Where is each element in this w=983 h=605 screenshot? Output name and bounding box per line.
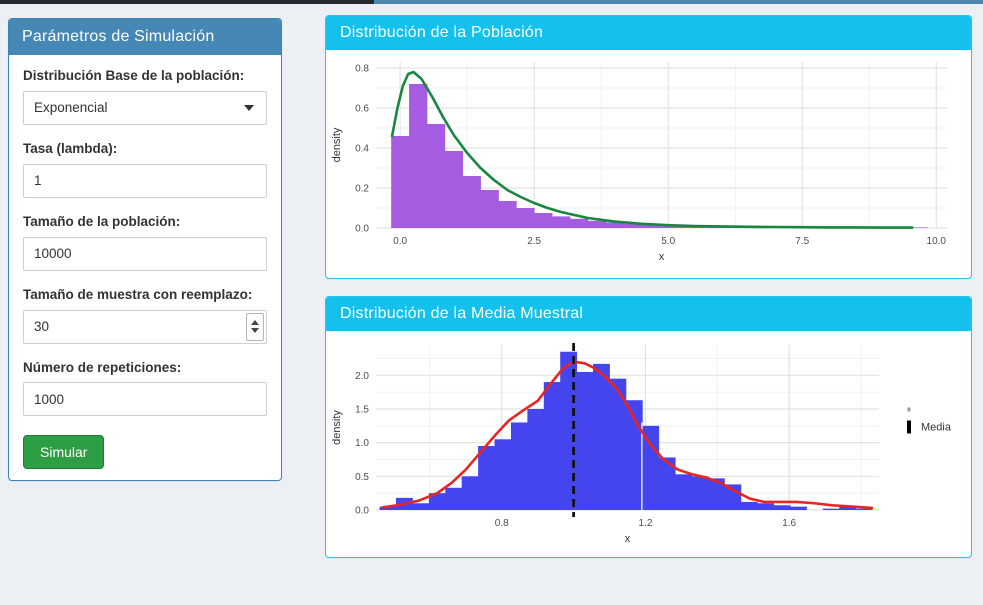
svg-text:5.0: 5.0 (661, 236, 675, 247)
svg-text:0.0: 0.0 (355, 506, 369, 517)
svg-text:density: density (331, 127, 343, 162)
stepper-up-button[interactable] (251, 320, 259, 326)
svg-text:2.0: 2.0 (355, 371, 369, 382)
lambda-field-group: Tasa (lambda): (23, 140, 267, 198)
distribution-field-group: Distribución Base de la población: Expon… (23, 67, 267, 125)
svg-text:x: x (659, 251, 665, 263)
lambda-label: Tasa (lambda): (23, 140, 118, 156)
svg-text:7.5: 7.5 (795, 236, 809, 247)
repetitions-input[interactable] (23, 382, 267, 417)
sample-mean-distribution-title: Distribución de la Media Muestral (326, 297, 971, 331)
svg-text:1.0: 1.0 (355, 438, 369, 449)
population-distribution-title: Distribución de la Población (326, 16, 971, 50)
simulate-button[interactable]: Simular (23, 435, 105, 470)
window-top-strip (0, 0, 983, 4)
distribution-select[interactable]: Exponencial (23, 90, 267, 125)
window-top-strip-dark (0, 0, 374, 4)
svg-text:x: x (625, 533, 631, 545)
svg-text:0.0: 0.0 (393, 236, 407, 247)
svg-text:0.6: 0.6 (355, 104, 369, 115)
simulation-parameters-body: Distribución Base de la población: Expon… (9, 55, 281, 481)
chevron-down-icon (244, 104, 254, 111)
sample-size-input[interactable] (23, 309, 267, 344)
svg-text:0.4: 0.4 (355, 144, 369, 155)
population-distribution-body: 0.0 2.5 5.0 7.5 10.0 0.0 0.2 0.4 0.6 0.8 x density (326, 50, 971, 276)
population-distribution-panel: Distribución de la Población 0.0 2.5 5.0 7.… (325, 15, 972, 279)
svg-text:0.8: 0.8 (495, 518, 509, 529)
sample-mean-distribution-chart: 0.8 1.2 1.6 0.0 0.5 1.0 1.5 2.0 x density Media (331, 343, 952, 545)
population-distribution-chart: 0.0 2.5 5.0 7.5 10.0 0.0 0.2 0.4 0.6 0.8 x density (331, 62, 947, 263)
quantity-stepper[interactable] (246, 312, 264, 341)
svg-text:Media: Media (921, 422, 952, 434)
sample-mean-distribution-panel: Distribución de la Media Muestral 0.8 1.2… (325, 296, 972, 558)
simulation-parameters-title: Parámetros de Simulación (9, 19, 281, 55)
svg-text:1.6: 1.6 (782, 518, 796, 529)
sample-mean-distribution-body: 0.8 1.2 1.6 0.0 0.5 1.0 1.5 2.0 x density Media (326, 331, 971, 556)
svg-text:0.2: 0.2 (355, 184, 369, 195)
window-top-strip-blue (374, 0, 983, 4)
distribution-label: Distribución Base de la población: (23, 68, 245, 83)
repetitions-label: Número de repeticiones: (23, 359, 182, 375)
distribution-select-value: Exponencial (34, 100, 108, 116)
simulation-parameters-panel: Parámetros de Simulación Distribución Ba… (8, 18, 282, 481)
population-size-input[interactable] (23, 236, 267, 271)
svg-text:1.2: 1.2 (639, 518, 653, 529)
svg-text:0.5: 0.5 (355, 472, 369, 483)
svg-text:10.0: 10.0 (927, 236, 947, 247)
population-size-field-group: Tamaño de la población: (23, 213, 267, 271)
stepper-down-button[interactable] (251, 328, 259, 334)
population-size-label: Tamaño de la población: (23, 213, 181, 229)
repetitions-field-group: Número de repeticiones: (23, 359, 267, 417)
svg-text:0.8: 0.8 (355, 64, 369, 75)
svg-text:0.0: 0.0 (355, 224, 369, 235)
sample-size-field-group: Tamaño de muestra con reemplazo: (23, 286, 267, 344)
lambda-input[interactable] (23, 163, 267, 198)
svg-text:1.5: 1.5 (355, 404, 369, 415)
svg-text:density: density (331, 410, 343, 445)
svg-text:2.5: 2.5 (527, 236, 541, 247)
sample-size-label: Tamaño de muestra con reemplazo: (23, 286, 253, 302)
